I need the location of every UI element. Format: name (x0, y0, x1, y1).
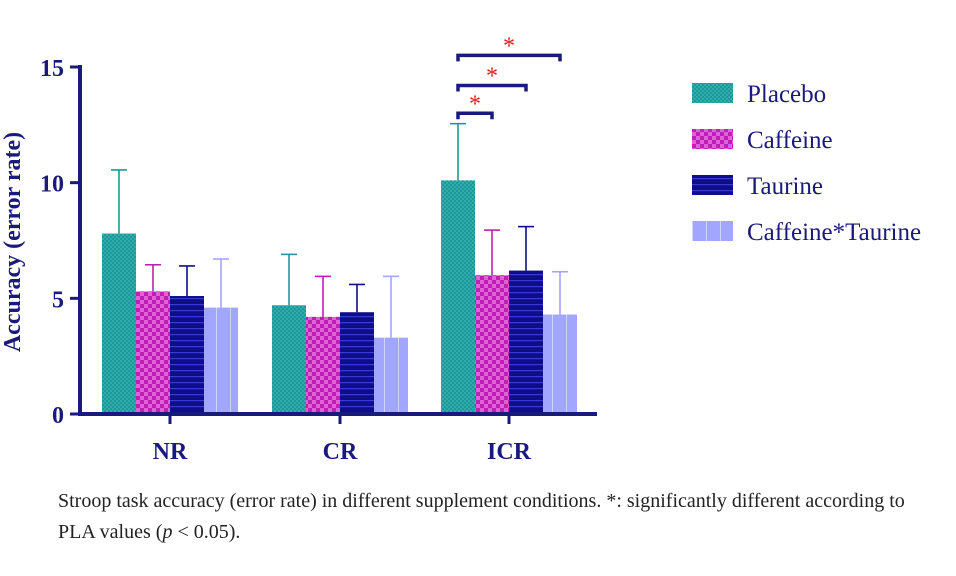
legend-label-taurine: Taurine (747, 173, 823, 200)
bar-placebo-icr (441, 180, 475, 414)
legend-swatch-caffeine (692, 129, 733, 149)
y-tick-label: 15 (40, 56, 64, 82)
y-tick-label: 5 (52, 287, 64, 313)
bar-caffeine-taurine-cr (374, 337, 408, 414)
legend-swatch-caffeine-taurine (692, 221, 733, 241)
x-tick-label-cr: CR (323, 439, 358, 465)
legend-label-caffeine: Caffeine (747, 127, 833, 154)
y-tick-label: 0 (52, 403, 64, 429)
x-tick-label-icr: ICR (487, 439, 532, 465)
bar-caffeine-nr (136, 291, 170, 414)
significance-bracket-3 (456, 53, 562, 62)
y-tick-label: 10 (40, 172, 64, 198)
legend-label-placebo: Placebo (747, 81, 826, 108)
bar-caffeine-icr (475, 275, 509, 414)
bar-placebo-nr (102, 233, 136, 414)
caption-text-2: < 0.05). (172, 521, 241, 543)
legend-swatch-placebo (692, 83, 733, 103)
figure-caption: Stroop task accuracy (error rate) in dif… (58, 486, 938, 548)
significance-star-2: * (486, 64, 498, 90)
bar-placebo-cr (272, 305, 306, 414)
caption-text-1: Stroop task accuracy (error rate) in dif… (58, 490, 905, 543)
significance-star-3: * (503, 33, 515, 59)
bar-caffeine-cr (306, 316, 340, 414)
legend-label-caffeine-taurine: Caffeine*Taurine (747, 219, 921, 246)
significance-bracket-2 (456, 83, 528, 92)
bar-caffeine-taurine-nr (204, 307, 238, 414)
bar-taurine-icr (509, 270, 543, 414)
bar-taurine-cr (340, 312, 374, 414)
significance-star-1: * (469, 91, 481, 117)
x-tick-label-nr: NR (153, 439, 188, 465)
legend-swatch-taurine (692, 175, 733, 195)
caption-p: p (162, 521, 173, 543)
y-axis-label: Accuracy (error rate) (0, 132, 26, 352)
significance-bracket-1 (456, 111, 494, 120)
bar-taurine-nr (170, 296, 204, 414)
bar-caffeine-taurine-icr (543, 314, 577, 414)
